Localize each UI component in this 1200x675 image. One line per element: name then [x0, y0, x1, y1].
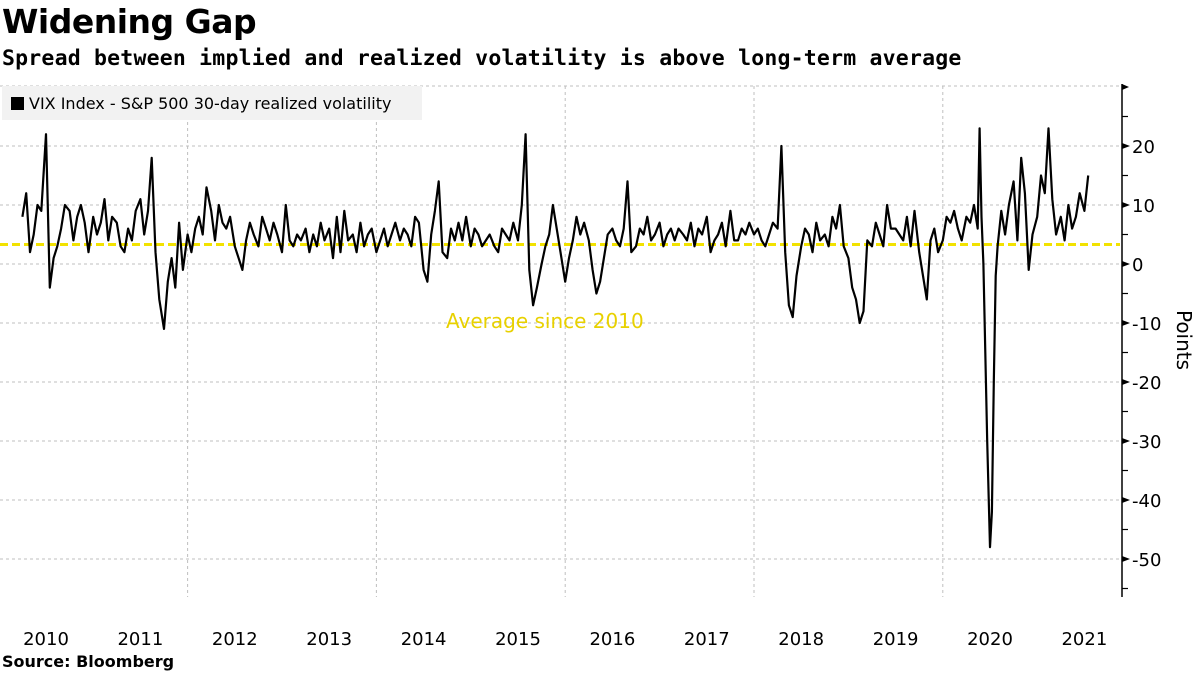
series-line-vix-spread — [21, 127, 1090, 549]
y-axis: 20 10 0 -10 -20 -30 -40 -50 — [1121, 84, 1161, 597]
x-tick-label: 2012 — [212, 629, 258, 650]
source-note: Source: Bloomberg — [2, 652, 175, 671]
y-tick-label: -20 — [1132, 373, 1161, 394]
y-major-tick — [1122, 438, 1130, 444]
x-tick-label: 2014 — [401, 629, 447, 650]
legend-label: VIX Index - S&P 500 30-day realized vola… — [29, 93, 392, 113]
y-major-tick — [1122, 261, 1130, 267]
y-axis-top-marker — [1122, 84, 1129, 90]
y-major-tick — [1122, 320, 1130, 326]
legend-swatch-icon — [11, 96, 24, 110]
x-tick-label: 2021 — [1061, 629, 1107, 650]
y-major-tick — [1122, 202, 1130, 208]
y-axis-title: Points — [1172, 310, 1196, 370]
y-tick-label: -50 — [1132, 550, 1161, 571]
x-axis: 2010 2011 2012 2013 2014 2015 2016 2017 2018 2019… — [23, 629, 1107, 650]
chart-title: Widening Gap — [2, 2, 257, 41]
grid-lines — [0, 85, 1120, 597]
x-tick-label: 2013 — [306, 629, 352, 650]
x-tick-label: 2018 — [778, 629, 824, 650]
y-tick-label: -10 — [1132, 314, 1161, 335]
y-major-tick — [1122, 497, 1130, 503]
x-tick-label: 2016 — [589, 629, 635, 650]
x-tick-label: 2017 — [684, 629, 730, 650]
y-tick-label: 10 — [1132, 196, 1155, 217]
y-tick-label: 20 — [1132, 137, 1155, 158]
legend: VIX Index - S&P 500 30-day realized vola… — [2, 86, 422, 120]
x-tick-label: 2020 — [967, 629, 1013, 650]
y-tick-label: -40 — [1132, 491, 1161, 512]
average-annotation: Average since 2010 — [446, 309, 644, 333]
series-group — [21, 127, 1090, 549]
y-major-tick — [1122, 556, 1130, 562]
y-tick-label: -30 — [1132, 432, 1161, 453]
x-tick-label: 2011 — [117, 629, 163, 650]
y-major-tick — [1122, 379, 1130, 385]
x-tick-label: 2015 — [495, 629, 541, 650]
chart-subtitle: Spread between implied and realized vola… — [2, 46, 962, 71]
x-tick-label: 2019 — [873, 629, 919, 650]
y-major-tick — [1122, 143, 1130, 149]
y-tick-label: 0 — [1132, 255, 1143, 276]
x-tick-label: 2010 — [23, 629, 69, 650]
